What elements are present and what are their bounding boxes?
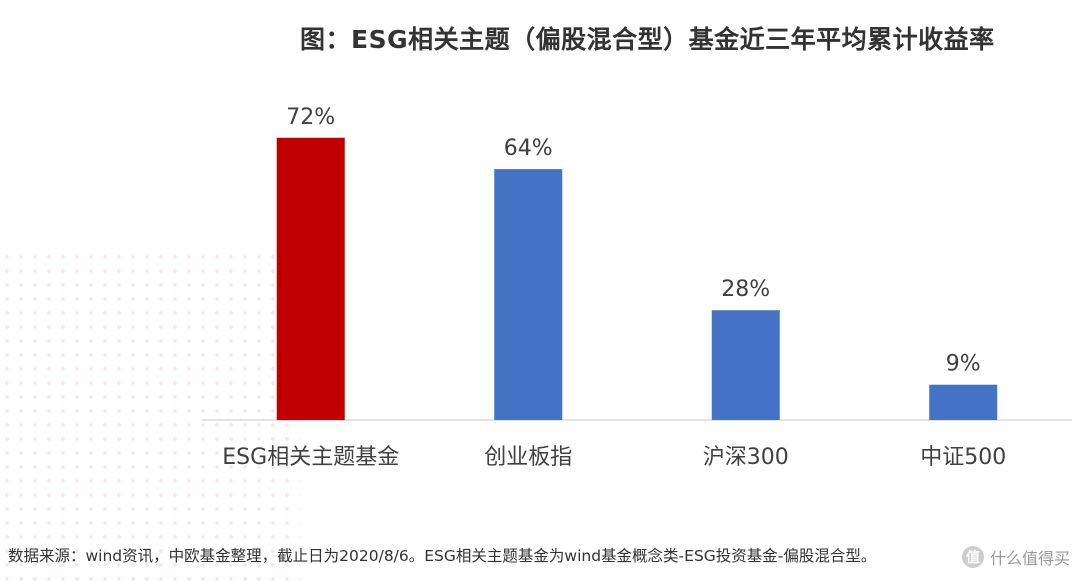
bar [494,169,563,420]
data-label: 28% [721,277,770,302]
data-label: 72% [286,105,335,130]
bar [929,384,998,420]
source-note: 数据来源：wind资讯，中欧基金整理，截止日为2020/8/6。ESG相关主题基… [8,547,877,565]
category-label: 创业板指 [484,445,572,470]
watermark-text: 什么值得买 [989,549,1070,568]
category-label: 中证500 [920,445,1006,470]
bar [276,137,345,420]
category-label: 沪深300 [703,445,789,470]
data-label: 9% [946,352,981,377]
bar [711,310,780,420]
watermark-logo-icon: 值 [961,546,984,568]
category-label: ESG相关主题基金 [222,445,399,470]
decorative-dot-pattern [0,250,300,581]
watermark: 值 什么值得买 [961,545,1070,569]
chart-title: 图：ESG相关主题（偏股混合型）基金近三年平均累计收益率 [300,25,995,54]
data-label: 64% [504,136,553,161]
